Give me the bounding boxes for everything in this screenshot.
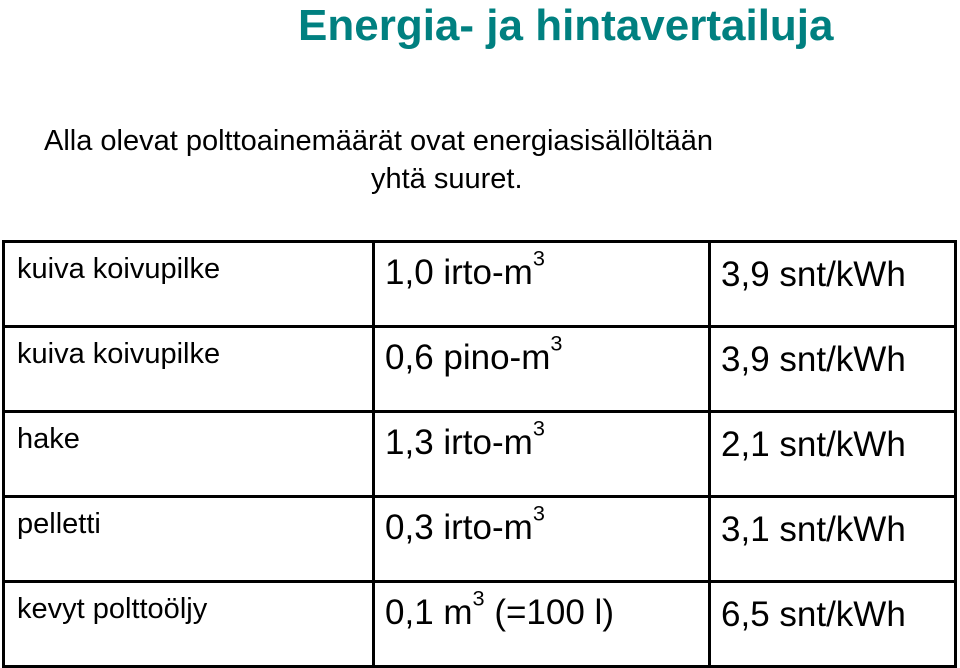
amount-value: 1,3 irto-m: [385, 423, 533, 462]
amount-note: (=100 l): [484, 593, 614, 632]
amount-exponent: 3: [532, 245, 545, 271]
intro-text: Alla olevat polttoainemäärät ovat energi…: [44, 122, 924, 198]
price-cell: 3,1 snt/kWh: [708, 495, 957, 583]
intro-line-1: Alla olevat polttoainemäärät ovat energi…: [44, 125, 714, 157]
fuel-cell: kevyt polttoöljy: [2, 580, 375, 668]
amount-exponent: 3: [550, 330, 563, 356]
amount-cell: 0,3 irto-m3: [372, 495, 711, 583]
amount-exponent: 3: [532, 415, 545, 441]
amount-exponent: 3: [532, 500, 545, 526]
table-row: hake 1,3 irto-m3 2,1 snt/kWh: [2, 410, 957, 498]
table-row: kuiva koivupilke 1,0 irto-m3 3,9 snt/kWh: [2, 240, 957, 328]
amount-cell: 0,6 pino-m3: [372, 325, 711, 413]
amount-cell: 1,3 irto-m3: [372, 410, 711, 498]
price-cell: 2,1 snt/kWh: [708, 410, 957, 498]
table-row: kevyt polttoöljy 0,1 m3 (=100 l) 6,5 snt…: [2, 580, 957, 668]
amount-cell: 0,1 m3 (=100 l): [372, 580, 711, 668]
intro-line-2: yhtä suuret.: [371, 163, 523, 195]
amount-value: 0,1 m: [385, 593, 473, 632]
fuel-cell: kuiva koivupilke: [2, 240, 375, 328]
amount-exponent: 3: [472, 585, 485, 611]
table-row: kuiva koivupilke 0,6 pino-m3 3,9 snt/kWh: [2, 325, 957, 413]
table-row: pelletti 0,3 irto-m3 3,1 snt/kWh: [2, 495, 957, 583]
price-cell: 3,9 snt/kWh: [708, 240, 957, 328]
amount-value: 1,0 irto-m: [385, 253, 533, 292]
amount-cell: 1,0 irto-m3: [372, 240, 711, 328]
fuel-cell: kuiva koivupilke: [2, 325, 375, 413]
slide-title: Energia- ja hintavertailuja: [298, 1, 834, 50]
fuel-cell: hake: [2, 410, 375, 498]
fuel-comparison-table: kuiva koivupilke 1,0 irto-m3 3,9 snt/kWh…: [2, 240, 957, 668]
amount-value: 0,6 pino-m: [385, 338, 551, 377]
price-cell: 3,9 snt/kWh: [708, 325, 957, 413]
fuel-cell: pelletti: [2, 495, 375, 583]
price-cell: 6,5 snt/kWh: [708, 580, 957, 668]
amount-value: 0,3 irto-m: [385, 508, 533, 547]
